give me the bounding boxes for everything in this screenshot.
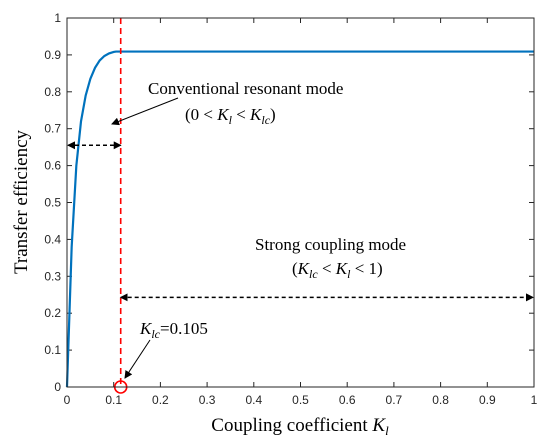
critical-value-label: Klc=0.105 [139, 319, 208, 341]
x-tick-label: 0.9 [479, 393, 496, 407]
y-tick-label: 0.5 [44, 196, 61, 210]
y-tick-label: 0.1 [44, 343, 61, 357]
x-tick-label: 1 [531, 393, 538, 407]
x-axis-label: Coupling coefficient Kl [211, 415, 389, 438]
x-tick-label: 0.2 [152, 393, 169, 407]
strong-mode-label: Strong coupling mode [255, 235, 406, 254]
x-tick-label: 0.4 [245, 393, 262, 407]
x-tick-label: 0.7 [386, 393, 403, 407]
y-tick-label: 0.9 [44, 48, 61, 62]
y-tick-label: 0.8 [44, 85, 61, 99]
conventional-mode-label: Conventional resonant mode [148, 79, 343, 98]
plot-background [67, 18, 534, 387]
x-tick-label: 0.1 [105, 393, 122, 407]
y-tick-label: 0.3 [44, 269, 61, 283]
y-tick-label: 0.6 [44, 159, 61, 173]
x-tick-label: 0.8 [432, 393, 449, 407]
x-tick-label: 0.3 [199, 393, 216, 407]
x-tick-label: 0.5 [292, 393, 309, 407]
x-tick-label: 0 [64, 393, 71, 407]
y-tick-label: 0.2 [44, 306, 61, 320]
y-tick-label: 0.7 [44, 122, 61, 136]
efficiency-curve [65, 50, 534, 388]
y-tick-label: 0.4 [44, 232, 61, 246]
strong-mode-range: (Klc < Kl < 1) [292, 259, 383, 281]
conventional-mode-range: (0 < Kl < Klc) [185, 105, 276, 127]
x-tick-label: 0.6 [339, 393, 356, 407]
conventional-pointer [111, 97, 179, 126]
plot-frame [66, 17, 535, 388]
critical-pointer [124, 339, 151, 379]
y-tick-label: 0 [54, 380, 61, 394]
y-axis-label: Transfer efficiency [11, 129, 32, 274]
y-tick-label: 1 [54, 11, 61, 25]
x-axis-ticks: 0 0.1 0.2 0.3 0.4 0.5 0.6 0.7 0.8 0.9 1 [64, 18, 538, 407]
